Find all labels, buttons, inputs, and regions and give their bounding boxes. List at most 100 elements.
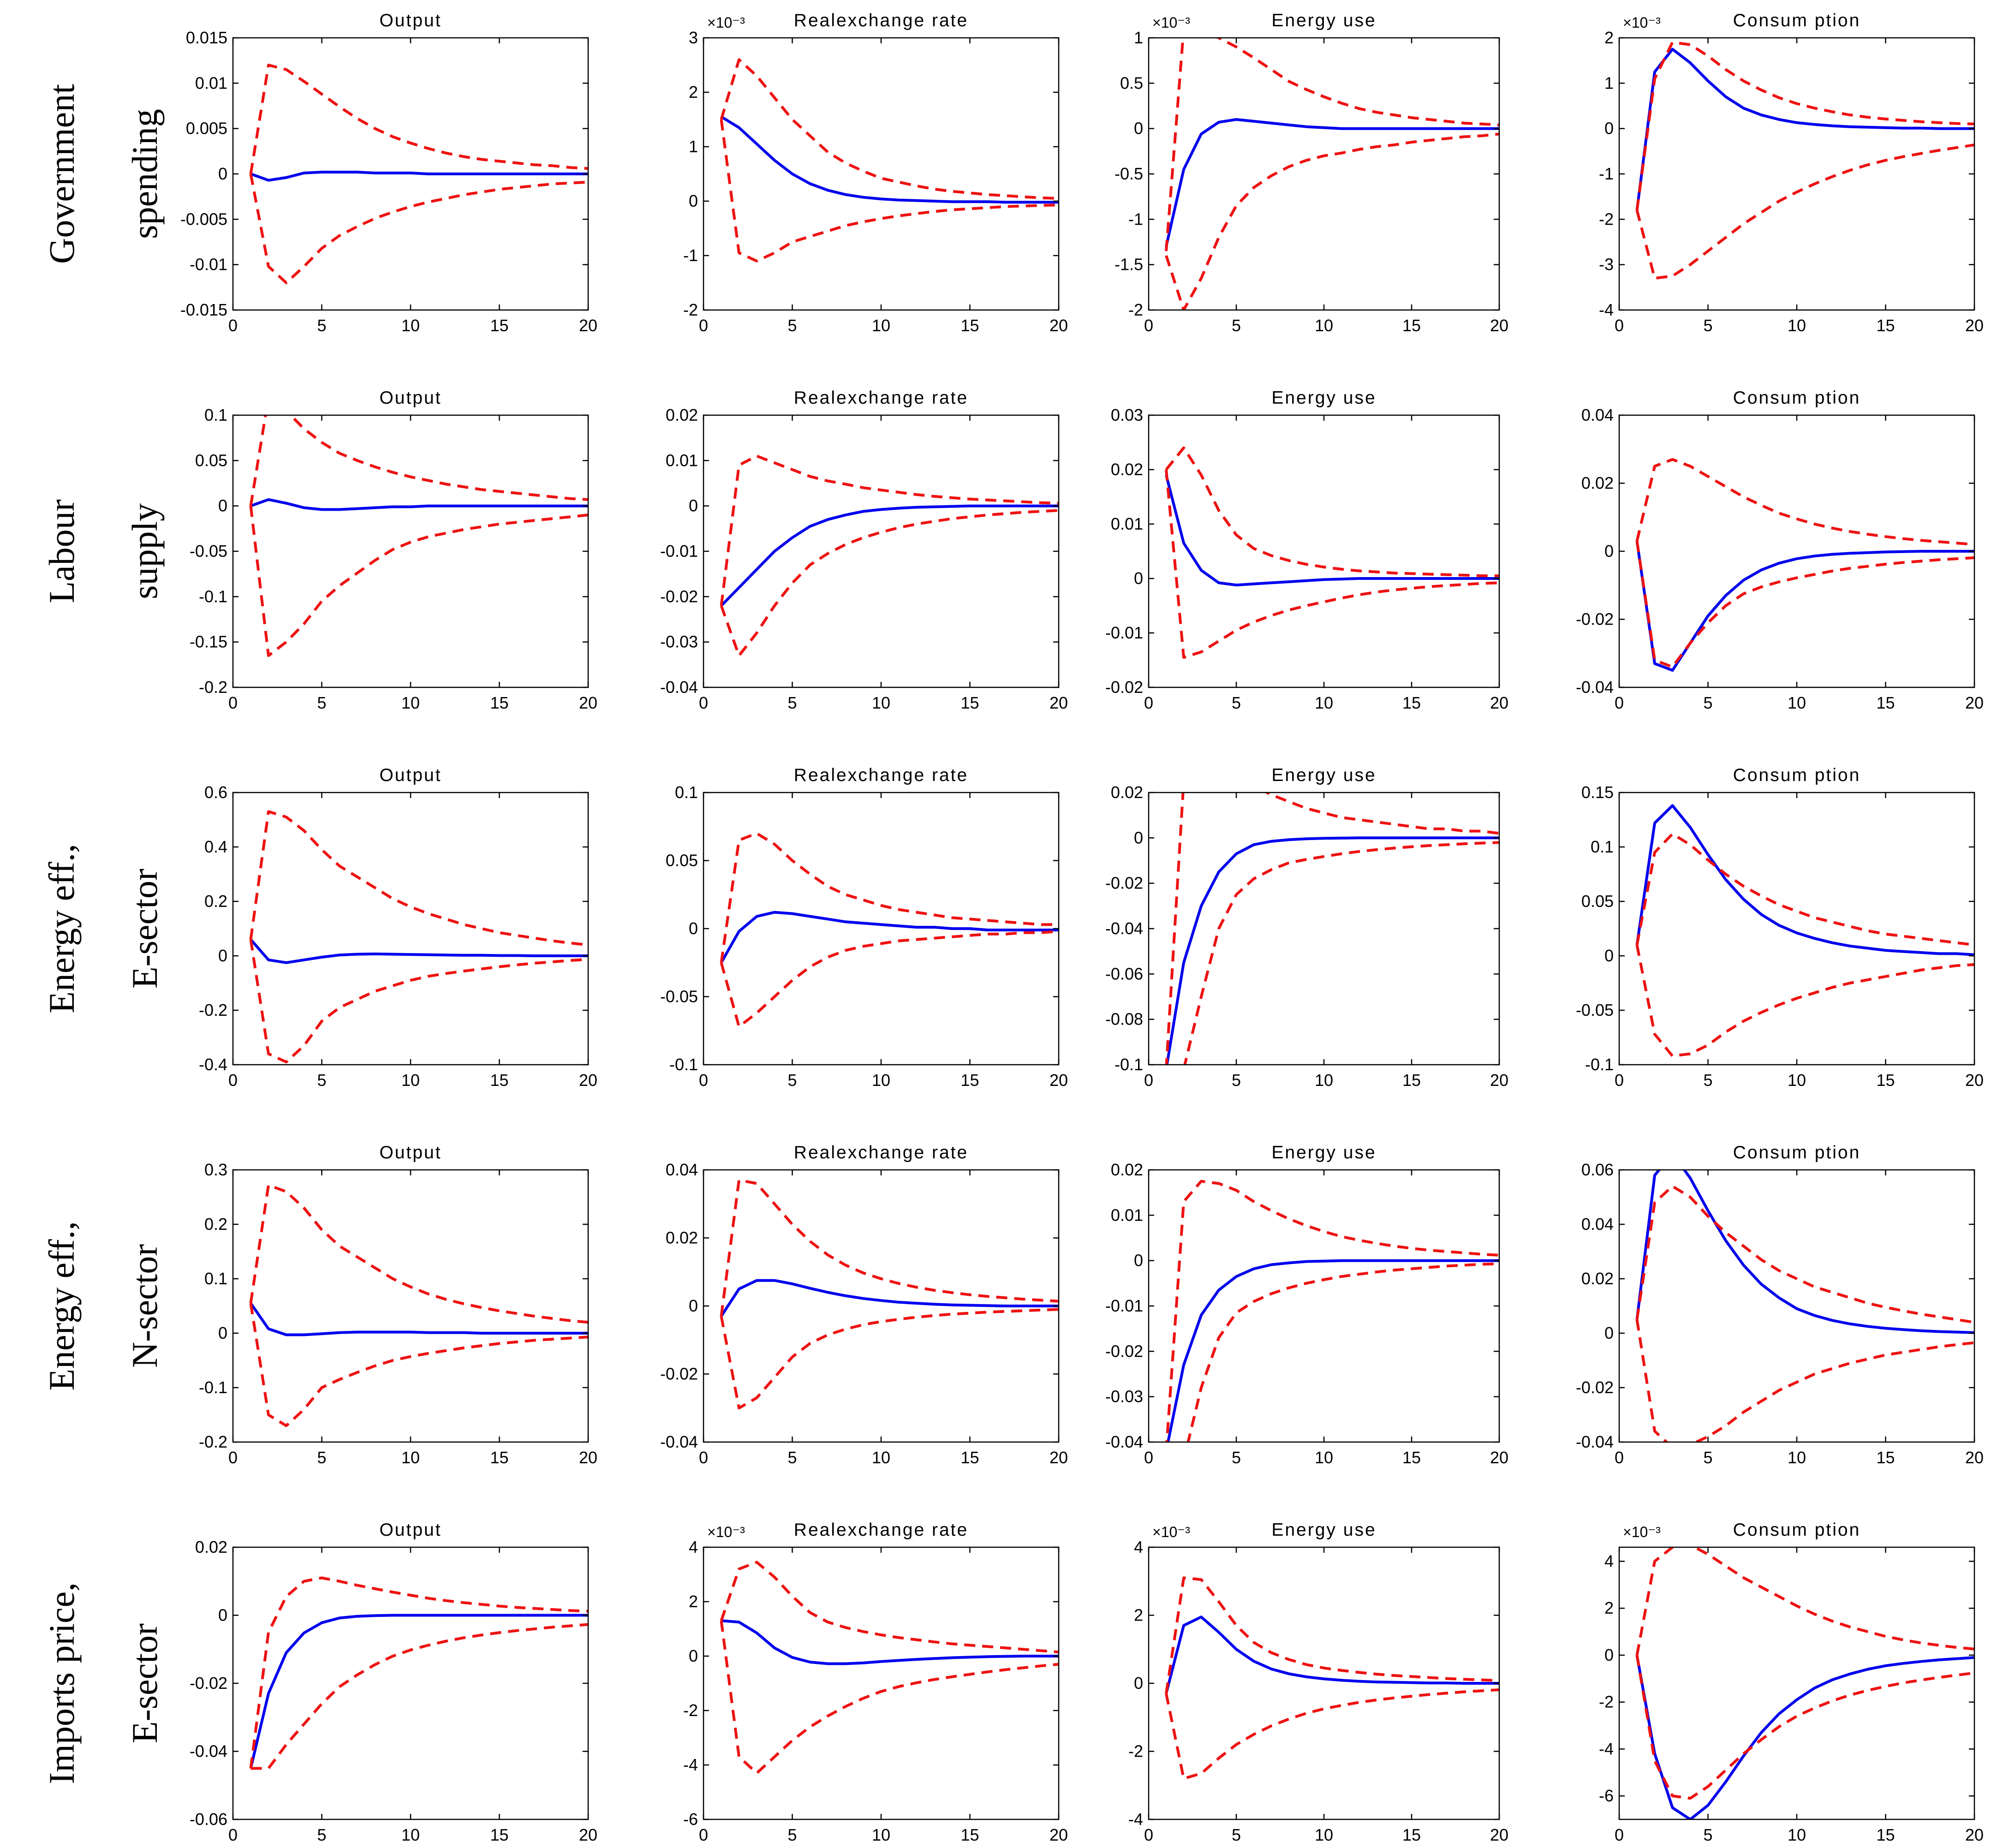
y-tick-label: -0.02	[1576, 1378, 1614, 1397]
irf-line	[1635, 1655, 1974, 1819]
y-tick-label: 0	[218, 946, 227, 965]
irf-line	[1165, 836, 1499, 1065]
y-tick-label: -0.02	[190, 1674, 227, 1693]
y-tick-label: -0.5	[1115, 164, 1143, 183]
row-label-line: supply	[125, 503, 165, 599]
x-tick-label: 20	[579, 1825, 597, 1844]
x-tick-label: 10	[1315, 1825, 1333, 1844]
subplot: Consum ption 0 5 10 15 20 -0.04 -0.02 0 0.02 0.04	[1576, 388, 1984, 712]
x-tick-label: 0	[1144, 1071, 1153, 1090]
row-label-line: spending	[125, 109, 165, 239]
y-tick-label: -0.03	[1105, 1387, 1143, 1406]
row-label-line: Government	[42, 84, 82, 264]
y-tick-label: 2	[1604, 28, 1614, 47]
y-tick-label: 0.02	[666, 405, 698, 424]
x-tick-label: 5	[1703, 1071, 1712, 1090]
axes-box	[1148, 792, 1500, 1066]
subplot: Output 0 5 10 15 20 -0.2 -0.15 -0.1 -0.05 0 0.05 0.1	[190, 388, 597, 712]
upper-band-line	[720, 832, 1059, 963]
x-tick-label: 5	[787, 1071, 797, 1090]
y-tick-label: 1	[1604, 73, 1614, 92]
y-tick-label: 0.015	[186, 28, 227, 47]
x-tick-label: 15	[490, 1071, 508, 1090]
y-tick-label: -0.04	[190, 1742, 227, 1761]
y-tick-label: -0.2	[199, 1432, 227, 1451]
x-tick-label: 15	[960, 1448, 979, 1467]
panel-title: Consum ption	[1733, 11, 1861, 30]
x-tick-label: 5	[1703, 693, 1712, 712]
y-tick-label: -1.5	[1115, 255, 1143, 274]
y-tick-label: -0.05	[190, 542, 227, 560]
x-tick-label: 5	[1232, 1448, 1241, 1467]
irf-line	[720, 911, 1059, 964]
y-tick-label: 0	[1604, 542, 1614, 560]
upper-band-line	[1165, 793, 1499, 1065]
x-tick-label: 5	[317, 1448, 326, 1467]
x-tick-label: 5	[787, 693, 797, 712]
y-tick-label: -0.4	[199, 1055, 227, 1074]
upper-band-line	[1635, 458, 1974, 546]
y-tick-label: 0	[1134, 119, 1143, 138]
irf-line	[1165, 118, 1499, 247]
irf-line	[1166, 1259, 1499, 1442]
x-tick-label: 0	[1144, 693, 1153, 712]
x-tick-label: 15	[490, 1825, 508, 1844]
subplot: Energy use 0 5 10 15 20 -0.1 -0.08 -0.06 -0.04 -0.…	[1105, 765, 1508, 1090]
y-tick-label: 0.02	[1581, 474, 1614, 493]
panel-title: Realexchange rate	[794, 765, 968, 785]
x-tick-label: 15	[960, 316, 979, 335]
y-tick-label: -0.1	[1115, 1055, 1143, 1074]
y-tick-label: -0.01	[1105, 1296, 1143, 1315]
x-tick-label: 15	[960, 1071, 979, 1090]
x-tick-label: 0	[1144, 1825, 1153, 1844]
y-tick-label: -1	[683, 246, 698, 265]
subplot: Realexchange rate 0 5 10 15 20 -0.1 -0.05 0 0.05 0…	[660, 765, 1068, 1090]
x-tick-label: 5	[317, 1825, 326, 1844]
panel-title: Consum ption	[1733, 388, 1861, 408]
x-tick-label: 20	[579, 316, 597, 335]
upper-band-line	[1165, 446, 1499, 578]
y-tick-label: 0	[689, 496, 698, 515]
lower-band-line	[249, 506, 588, 657]
axis-exponent: ×10⁻³	[1623, 14, 1661, 31]
axes-box	[1618, 792, 1975, 1066]
axes-box	[703, 414, 1060, 688]
y-tick-label: 0.01	[1111, 1205, 1143, 1224]
panel-title: Realexchange rate	[794, 11, 968, 30]
upper-band-line	[1635, 832, 1974, 947]
panel-title: Realexchange rate	[794, 388, 968, 408]
panel-title: Output	[379, 1520, 441, 1540]
row-label-group: Imports price, E-sector	[42, 1582, 165, 1784]
y-tick-label: 0	[689, 919, 698, 938]
y-tick-label: 0.01	[1111, 514, 1143, 533]
y-tick-label: -2	[1128, 1742, 1143, 1761]
irf-line	[250, 171, 588, 182]
x-tick-label: 15	[490, 1448, 508, 1467]
panel-title: Realexchange rate	[794, 1520, 968, 1540]
irf-line	[1635, 48, 1974, 211]
x-tick-label: 10	[401, 1825, 420, 1844]
row-label-line: Labour	[42, 499, 82, 603]
panel-title: Energy use	[1271, 1143, 1376, 1162]
row-label-group: Energy eff., N-sector	[42, 1221, 165, 1391]
y-tick-label: 0.4	[204, 837, 227, 856]
subplot: Output 0 5 10 15 20 -0.015 -0.01 -0.005 0 0.005 0.0…	[180, 11, 597, 335]
axis-exponent: ×10⁻³	[707, 1524, 745, 1540]
y-tick-label: 0	[218, 1323, 227, 1342]
y-tick-label: -0.02	[1576, 610, 1614, 629]
x-tick-label: 15	[1876, 1825, 1895, 1844]
x-tick-label: 15	[490, 693, 508, 712]
x-tick-label: 20	[1049, 693, 1068, 712]
x-tick-label: 20	[1490, 693, 1508, 712]
y-tick-label: 0.05	[666, 851, 698, 870]
subplot: Realexchange rate ×10⁻³ 0 5 10 15 20 -2 -1 0 1 2 3	[683, 11, 1068, 335]
y-tick-label: 0.1	[1591, 837, 1614, 856]
y-tick-label: -2	[683, 300, 698, 319]
lower-band-line	[1165, 1688, 1499, 1780]
axes-box	[703, 37, 1060, 311]
y-tick-label: -0.005	[180, 209, 227, 228]
axis-exponent: ×10⁻³	[707, 14, 745, 31]
subplot: Output 0 5 10 15 20 -0.06 -0.04 -0.02 0 0.02	[190, 1520, 597, 1844]
y-tick-label: 2	[1604, 1598, 1614, 1617]
x-tick-label: 20	[1490, 316, 1508, 335]
